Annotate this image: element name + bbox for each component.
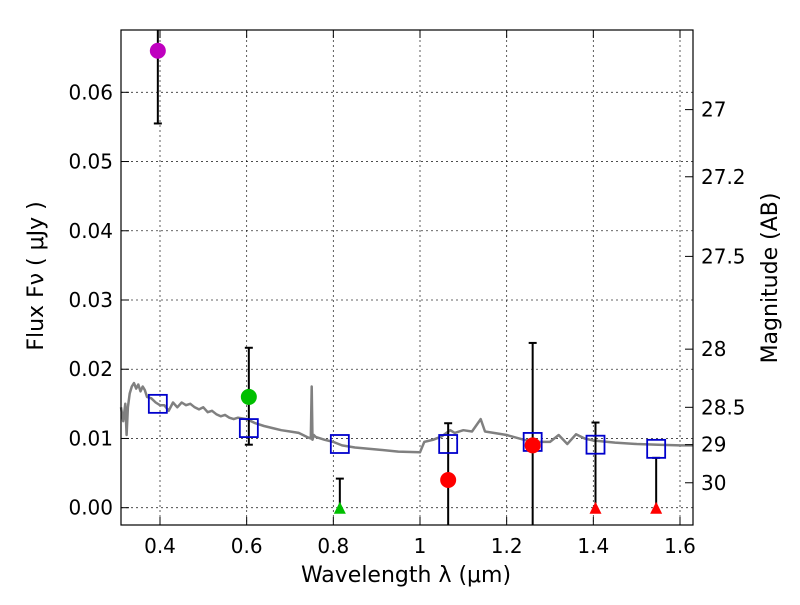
x-tick-label: 0.6 [231,534,263,558]
model-photometry-square [646,438,667,459]
y2-tick-label: 27.5 [701,244,746,268]
y-tick-label: 0.05 [68,150,113,174]
y2-tick-label: 28.5 [701,395,746,419]
tick-marks [121,30,693,525]
marker-layer [147,42,667,514]
model-spectrum-layer [119,381,693,454]
upper-limit-triangle [589,501,602,514]
x-tick-label: 0.4 [144,534,176,558]
y-tick-label: 0.03 [68,288,113,312]
model-photometry-square [585,434,606,455]
model-spectrum-line [119,381,693,454]
x-tick-label: 0.8 [317,534,349,558]
y-tick-label: 0.01 [68,426,113,450]
y2-tick-label: 29 [701,433,726,457]
upper-limit-triangle [650,501,663,514]
grid [121,30,693,525]
x-tick-label: 1.4 [577,534,609,558]
x-tick-labels: 0.4 0.6 0.8 1 1.2 1.4 1.6 [144,534,696,558]
y-tick-label: 0.00 [68,496,113,520]
observed-flux-point [524,437,541,454]
model-photometry-square [329,434,350,454]
x-tick-label: 1 [414,534,427,558]
model-photometry-square [238,418,259,438]
y2-tick-label: 27.2 [701,165,746,189]
x-axis-label: Wavelength λ (μm) [301,563,511,588]
model-photometry-square [147,393,168,414]
x-tick-label: 1.2 [491,534,523,558]
observed-flux-point [149,42,166,59]
y-axis-label: Flux Fν ( μJy ) [24,201,49,350]
y2-tick-labels: 27 27.2 27.5 28 28.5 29 30 [701,98,746,495]
observed-flux-point [440,472,457,488]
plot-frame [120,29,694,526]
model-photometry-square [438,434,459,454]
y-tick-label: 0.06 [68,80,113,104]
y2-tick-label: 28 [701,337,726,361]
y2-axis-label: Magnitude (AB) [758,193,783,364]
observed-flux-point [240,388,257,405]
upper-limit-triangle [333,501,346,514]
y-tick-labels: 0.00 0.01 0.02 0.03 0.04 0.05 0.06 [68,80,113,519]
y-tick-label: 0.02 [68,357,113,381]
y-tick-label: 0.04 [68,219,113,243]
y2-tick-label: 27 [701,98,726,122]
x-tick-label: 1.6 [664,534,696,558]
y2-tick-label: 30 [701,471,726,495]
